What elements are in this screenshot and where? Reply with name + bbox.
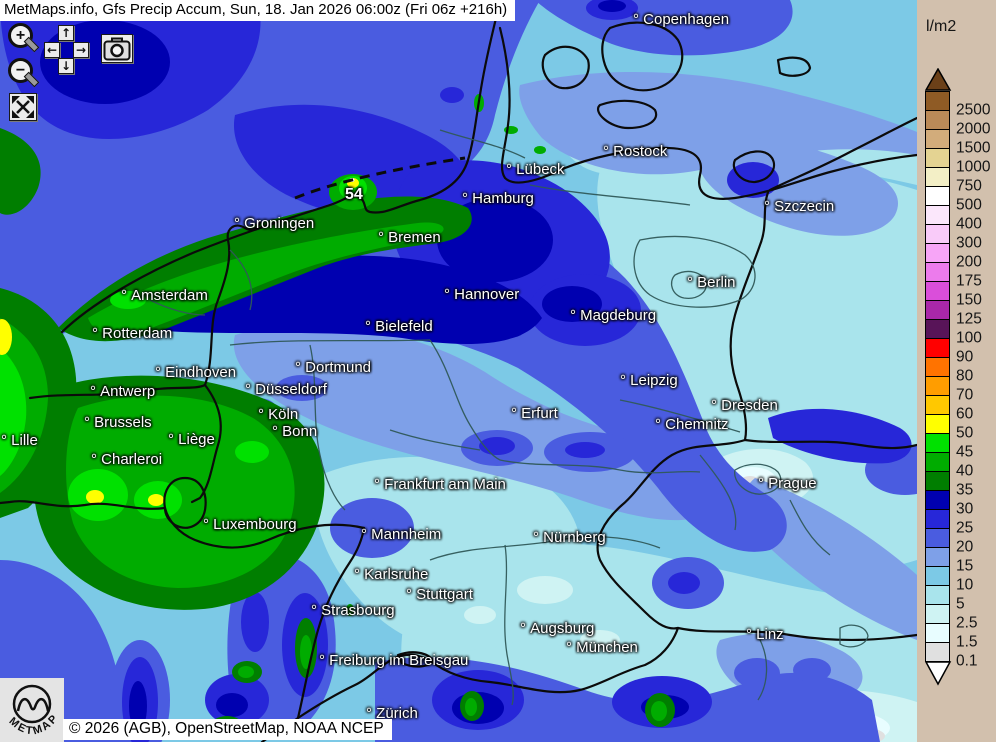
legend-entry-60: 60: [925, 395, 995, 421]
zoom-out-button[interactable]: −: [8, 58, 33, 83]
legend-entry-70: 70: [925, 376, 995, 402]
legend-bottom-arrow: [925, 661, 952, 686]
legend-entry-100: 100: [925, 319, 995, 345]
pan-down-button[interactable]: ↓: [58, 58, 74, 74]
legend-panel: l/m2 2500 2000 1500 1000 750 500 400 300 200 175 1…: [917, 0, 996, 742]
pan-right-button[interactable]: →: [73, 42, 89, 58]
legend-entry-30: 30: [925, 490, 995, 516]
legend-entry-5: 5: [925, 585, 995, 611]
pan-left-button[interactable]: ←: [44, 42, 60, 58]
legend-entry-90: 90: [925, 338, 995, 364]
weather-map[interactable]: ° Copenhagen ° Rostock ° Lübeck ° Hamburg ° …: [0, 0, 917, 742]
state-borders: [149, 129, 869, 706]
legend-entry-125: 125: [925, 300, 995, 326]
legend-colorbar: 2500 2000 1500 1000 750 500 400 300 200 175 150 125…: [925, 68, 995, 686]
coastlines: [60, 0, 917, 334]
legend-entry-15: 15: [925, 547, 995, 573]
legend-entry-10: 10: [925, 566, 995, 592]
legend-entry-50: 50: [925, 414, 995, 440]
legend-entry-80: 80: [925, 357, 995, 383]
fullscreen-icon: [12, 96, 34, 118]
legend-entry-45: 45: [925, 433, 995, 459]
attribution-bar: © 2026 (AGB), OpenStreetMap, NOAA NCEP: [63, 719, 392, 740]
legend-entry-400: 400: [925, 205, 995, 231]
legend-entry-1500: 1500: [925, 129, 995, 155]
legend-entry-175: 175: [925, 262, 995, 288]
legend-entry-750: 750: [925, 167, 995, 193]
legend-entry-25: 25: [925, 509, 995, 535]
legend-entry-1000: 1000: [925, 148, 995, 174]
camera-icon: [103, 37, 131, 60]
legend-entry-2500: 2500: [925, 91, 995, 117]
legend-top-arrow: [925, 68, 952, 91]
legend-unit-label: l/m2: [926, 18, 957, 35]
legend-entry-200: 200: [925, 243, 995, 269]
legend-entry-500: 500: [925, 186, 995, 212]
legend-entry-1.5: 1.5: [925, 623, 995, 649]
legend-entry-40: 40: [925, 452, 995, 478]
max-value-label: 54: [345, 186, 363, 203]
legend-entry-150: 150: [925, 281, 995, 307]
screenshot-button[interactable]: [101, 34, 133, 63]
fullscreen-button[interactable]: [9, 93, 37, 121]
precip-map-canvas: [0, 0, 917, 742]
legend-entry-2.5: 2.5: [925, 604, 995, 630]
legend-entry-2000: 2000: [925, 110, 995, 136]
legend-entry-300: 300: [925, 224, 995, 250]
zoom-in-button[interactable]: +: [8, 23, 33, 48]
legend-entry-20: 20: [925, 528, 995, 554]
legend-entry-0.1: 0.1: [925, 642, 995, 668]
title-bar: MetMaps.info, Gfs Precip Accum, Sun, 18.…: [0, 0, 516, 21]
metmaps-logo: METMAPS: [0, 669, 64, 742]
legend-entry-35: 35: [925, 471, 995, 497]
pan-up-button[interactable]: ↑: [58, 25, 74, 41]
